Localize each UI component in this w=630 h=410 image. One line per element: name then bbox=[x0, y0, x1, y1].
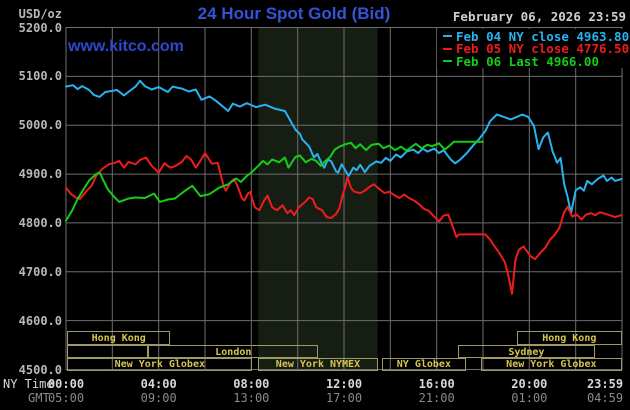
session-box-london: London bbox=[148, 345, 319, 358]
price-line-feb-05 bbox=[65, 152, 623, 295]
session-box-new-york-globex: New York Globex bbox=[480, 357, 622, 371]
ny-time-tick-label: 12:00 bbox=[325, 377, 363, 391]
legend-entry: Feb 06 Last 4966.00 bbox=[437, 53, 630, 69]
session-label: New York Globex bbox=[506, 359, 597, 370]
session-label: New York NYMEX bbox=[275, 359, 361, 370]
gmt-time-tick-label: 13:00 bbox=[233, 391, 270, 405]
legend-dash-icon bbox=[443, 60, 452, 63]
price-line-feb-04 bbox=[65, 79, 623, 215]
session-box-new-york-globex: New York Globex bbox=[67, 357, 253, 371]
price-line-feb-06 bbox=[65, 140, 484, 222]
y-axis-tick-label: 4900.0 bbox=[18, 167, 62, 182]
session-box-hong-kong: Hong Kong bbox=[67, 331, 171, 345]
y-axis-tick-label: 4700.0 bbox=[18, 264, 62, 279]
chart-datetime: February 06, 2026 23:59 bbox=[452, 9, 626, 24]
gmt-time-tick-label: 09:00 bbox=[140, 391, 177, 405]
legend-dash-icon bbox=[443, 47, 452, 50]
session-label: London bbox=[215, 346, 252, 358]
session-label: Sydney bbox=[508, 346, 545, 358]
ny-time-tick-label: 04:00 bbox=[140, 377, 177, 391]
nymex-session-shading bbox=[258, 27, 378, 370]
session-label: Hong Kong bbox=[542, 332, 597, 344]
gmt-axis-label: GMT bbox=[28, 391, 50, 405]
session-box-ny-globex: NY Globex bbox=[382, 357, 466, 371]
y-axis-tick-label: 5000.0 bbox=[18, 118, 62, 133]
session-box-sydney: Sydney bbox=[457, 345, 596, 358]
gmt-time-tick-label: 05:00 bbox=[47, 391, 85, 405]
ny-time-tick-label: 20:00 bbox=[511, 377, 548, 391]
y-axis-unit-label: USD/oz bbox=[18, 7, 62, 21]
legend: Feb 04 NY close 4963.80 Feb 05 NY close 4… bbox=[437, 28, 630, 69]
legend-label: Feb 05 NY close 4776.50 bbox=[456, 41, 630, 57]
gmt-time-tick-label: 04:59 bbox=[586, 391, 624, 405]
legend-label: Feb 06 Last 4966.00 bbox=[456, 53, 599, 69]
plot-frame bbox=[65, 27, 623, 370]
kitco-watermark-link[interactable]: www.kitco.com bbox=[68, 38, 184, 55]
session-label: Hong Kong bbox=[91, 332, 146, 344]
y-axis-tick-label: 4600.0 bbox=[18, 313, 62, 328]
legend-label: Feb 04 NY close 4963.80 bbox=[456, 28, 630, 44]
session-label: NY Globex bbox=[396, 359, 451, 370]
session-box-new-york-nymex: New York NYMEX bbox=[258, 357, 378, 371]
y-axis-tick-label: 5100.0 bbox=[18, 69, 62, 84]
legend-entry: Feb 04 NY close 4963.80 bbox=[437, 28, 630, 44]
ny-time-tick-label: 23:59 bbox=[586, 377, 624, 391]
session-label: New York Globex bbox=[114, 359, 205, 370]
gmt-time-tick-label: 21:00 bbox=[418, 391, 455, 405]
ny-time-tick-label: 16:00 bbox=[418, 377, 455, 391]
y-axis-tick-label: 5200.0 bbox=[18, 20, 62, 35]
ny-time-tick-label: 00:00 bbox=[47, 377, 85, 391]
session-box-hong-kong: Hong Kong bbox=[516, 331, 622, 345]
page-title: 24 Hour Spot Gold (Bid) bbox=[197, 4, 391, 23]
ny-time-axis-label: NY Time bbox=[3, 377, 54, 391]
gmt-time-tick-label: 01:00 bbox=[511, 391, 548, 405]
y-axis-tick-label: 4500.0 bbox=[18, 362, 62, 377]
ny-time-tick-label: 08:00 bbox=[233, 377, 270, 391]
session-box-unlabeled bbox=[67, 345, 149, 358]
legend-entry: Feb 05 NY close 4776.50 bbox=[437, 41, 630, 57]
y-axis-tick-label: 4800.0 bbox=[18, 215, 62, 230]
legend-dash-icon bbox=[443, 35, 452, 38]
gmt-time-tick-label: 17:00 bbox=[325, 391, 363, 405]
